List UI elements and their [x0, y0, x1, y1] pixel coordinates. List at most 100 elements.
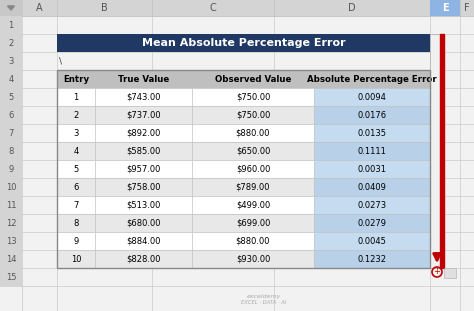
- Text: 0.0094: 0.0094: [357, 92, 386, 101]
- Text: 10: 10: [71, 254, 81, 263]
- Bar: [95, 160, 192, 178]
- Bar: [0, 214, 22, 232]
- Bar: [0, 0, 22, 16]
- Bar: [0, 70, 474, 88]
- Text: 4: 4: [9, 75, 14, 83]
- Bar: [57, 70, 430, 268]
- Bar: [0, 0, 474, 16]
- Text: exceldemy: exceldemy: [246, 294, 281, 299]
- Bar: [57, 70, 95, 88]
- Bar: [95, 124, 192, 142]
- Bar: [0, 106, 22, 124]
- Text: True Value: True Value: [118, 75, 169, 83]
- Bar: [314, 250, 430, 268]
- Text: 6: 6: [73, 183, 79, 192]
- Bar: [57, 196, 95, 214]
- Bar: [0, 34, 474, 52]
- Text: $880.00: $880.00: [236, 236, 270, 245]
- Text: 5: 5: [73, 165, 79, 174]
- Text: 2: 2: [9, 39, 14, 48]
- Text: \: \: [59, 57, 62, 66]
- Text: 15: 15: [6, 272, 16, 281]
- Text: Entry: Entry: [63, 75, 89, 83]
- Bar: [95, 196, 192, 214]
- Text: 4: 4: [73, 146, 79, 156]
- Text: $680.00: $680.00: [126, 219, 161, 228]
- Text: 2: 2: [73, 110, 79, 119]
- Bar: [314, 88, 430, 106]
- Bar: [0, 232, 474, 250]
- Bar: [95, 178, 192, 196]
- Text: Absolute Percentage Error: Absolute Percentage Error: [307, 75, 437, 83]
- Text: 0.1232: 0.1232: [357, 254, 386, 263]
- Bar: [192, 178, 314, 196]
- Bar: [95, 70, 192, 88]
- Text: $930.00: $930.00: [236, 254, 270, 263]
- Bar: [0, 70, 22, 88]
- Polygon shape: [8, 6, 15, 10]
- Text: 0.0409: 0.0409: [357, 183, 386, 192]
- Bar: [57, 178, 95, 196]
- Bar: [314, 232, 430, 250]
- Bar: [192, 70, 314, 88]
- Bar: [0, 106, 474, 124]
- Bar: [57, 250, 95, 268]
- Text: $758.00: $758.00: [126, 183, 161, 192]
- Text: $699.00: $699.00: [236, 219, 270, 228]
- Bar: [192, 232, 314, 250]
- Text: 0.0031: 0.0031: [357, 165, 386, 174]
- Text: 12: 12: [6, 219, 16, 228]
- Bar: [0, 142, 474, 160]
- Bar: [95, 88, 192, 106]
- Bar: [0, 160, 474, 178]
- Bar: [192, 250, 314, 268]
- Text: 9: 9: [73, 236, 79, 245]
- Bar: [314, 142, 430, 160]
- Bar: [314, 160, 430, 178]
- Text: $884.00: $884.00: [126, 236, 161, 245]
- Bar: [0, 52, 22, 70]
- Bar: [0, 214, 474, 232]
- Bar: [192, 214, 314, 232]
- Bar: [0, 16, 22, 34]
- Bar: [314, 106, 430, 124]
- Bar: [314, 214, 430, 232]
- Bar: [57, 232, 95, 250]
- Bar: [95, 232, 192, 250]
- Text: 1: 1: [9, 21, 14, 30]
- Bar: [192, 160, 314, 178]
- Text: $737.00: $737.00: [126, 110, 161, 119]
- Bar: [0, 88, 22, 106]
- Bar: [57, 160, 95, 178]
- Text: $957.00: $957.00: [126, 165, 161, 174]
- Text: $750.00: $750.00: [236, 92, 270, 101]
- Text: $499.00: $499.00: [236, 201, 270, 210]
- Bar: [0, 178, 22, 196]
- Bar: [0, 52, 474, 70]
- Bar: [0, 124, 474, 142]
- Text: 13: 13: [6, 236, 16, 245]
- Text: 0.0135: 0.0135: [357, 128, 386, 137]
- Bar: [0, 88, 474, 106]
- Text: Mean Absolute Percentage Error: Mean Absolute Percentage Error: [142, 38, 346, 48]
- Bar: [57, 106, 95, 124]
- Bar: [430, 0, 460, 16]
- Text: B: B: [101, 3, 108, 13]
- Text: 0.1111: 0.1111: [357, 146, 386, 156]
- Text: 3: 3: [73, 128, 79, 137]
- Text: D: D: [348, 3, 356, 13]
- Text: $750.00: $750.00: [236, 110, 270, 119]
- Text: C: C: [210, 3, 216, 13]
- Bar: [430, 0, 460, 16]
- Bar: [430, 34, 444, 268]
- Bar: [314, 124, 430, 142]
- Text: 14: 14: [6, 254, 16, 263]
- Bar: [0, 250, 22, 268]
- Text: A: A: [36, 3, 43, 13]
- Bar: [0, 250, 474, 268]
- Bar: [444, 268, 456, 278]
- Text: E: E: [442, 3, 448, 13]
- Text: Observed Value: Observed Value: [215, 75, 291, 83]
- Text: 0.0273: 0.0273: [357, 201, 387, 210]
- Bar: [192, 88, 314, 106]
